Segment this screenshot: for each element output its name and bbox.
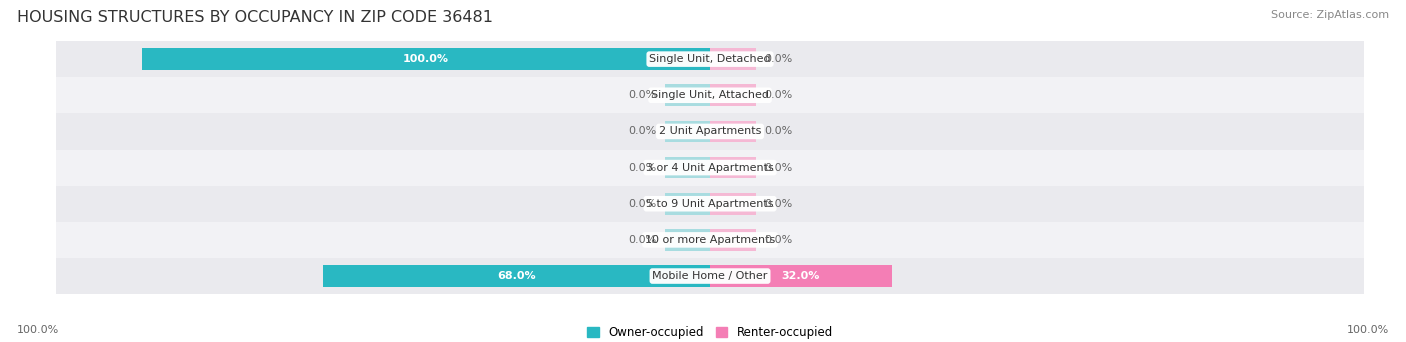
Bar (56, 77, 1364, 113)
Text: 0.0%: 0.0% (627, 127, 657, 136)
Text: Source: ZipAtlas.com: Source: ZipAtlas.com (1271, 10, 1389, 20)
Text: Mobile Home / Other: Mobile Home / Other (652, 271, 768, 281)
Bar (56, 149, 1364, 186)
Bar (710, 229, 755, 251)
Bar (56, 186, 1364, 222)
Text: 0.0%: 0.0% (627, 90, 657, 100)
Text: 0.0%: 0.0% (627, 235, 657, 245)
Text: 0.0%: 0.0% (627, 162, 657, 173)
Text: 100.0%: 100.0% (402, 54, 449, 64)
Bar (142, 48, 710, 70)
Bar (710, 121, 755, 142)
Bar (323, 265, 710, 287)
Bar (56, 258, 1364, 294)
Bar (665, 229, 710, 251)
Bar (56, 113, 1364, 149)
Bar (710, 265, 755, 287)
Bar (665, 48, 710, 70)
Text: 0.0%: 0.0% (627, 199, 657, 209)
Text: Single Unit, Attached: Single Unit, Attached (651, 90, 769, 100)
Text: 3 or 4 Unit Apartments: 3 or 4 Unit Apartments (647, 162, 773, 173)
Bar (710, 157, 755, 179)
Text: 68.0%: 68.0% (498, 271, 536, 281)
Bar (710, 84, 755, 106)
Text: 0.0%: 0.0% (763, 235, 793, 245)
Bar (665, 265, 710, 287)
Text: 0.0%: 0.0% (763, 54, 793, 64)
Bar (665, 121, 710, 142)
Text: 0.0%: 0.0% (763, 199, 793, 209)
Bar (710, 193, 755, 214)
Bar (665, 193, 710, 214)
Text: 100.0%: 100.0% (1347, 325, 1389, 335)
Text: 32.0%: 32.0% (782, 271, 820, 281)
Bar (710, 265, 891, 287)
Text: 100.0%: 100.0% (17, 325, 59, 335)
Legend: Owner-occupied, Renter-occupied: Owner-occupied, Renter-occupied (582, 321, 838, 342)
Text: Single Unit, Detached: Single Unit, Detached (650, 54, 770, 64)
Bar (56, 222, 1364, 258)
Text: 10 or more Apartments: 10 or more Apartments (645, 235, 775, 245)
Text: 0.0%: 0.0% (763, 127, 793, 136)
Text: 2 Unit Apartments: 2 Unit Apartments (659, 127, 761, 136)
Text: 0.0%: 0.0% (763, 90, 793, 100)
Text: 0.0%: 0.0% (763, 162, 793, 173)
Text: HOUSING STRUCTURES BY OCCUPANCY IN ZIP CODE 36481: HOUSING STRUCTURES BY OCCUPANCY IN ZIP C… (17, 10, 494, 25)
Text: 5 to 9 Unit Apartments: 5 to 9 Unit Apartments (647, 199, 773, 209)
Bar (56, 41, 1364, 77)
Bar (710, 48, 755, 70)
Bar (665, 157, 710, 179)
Bar (665, 84, 710, 106)
